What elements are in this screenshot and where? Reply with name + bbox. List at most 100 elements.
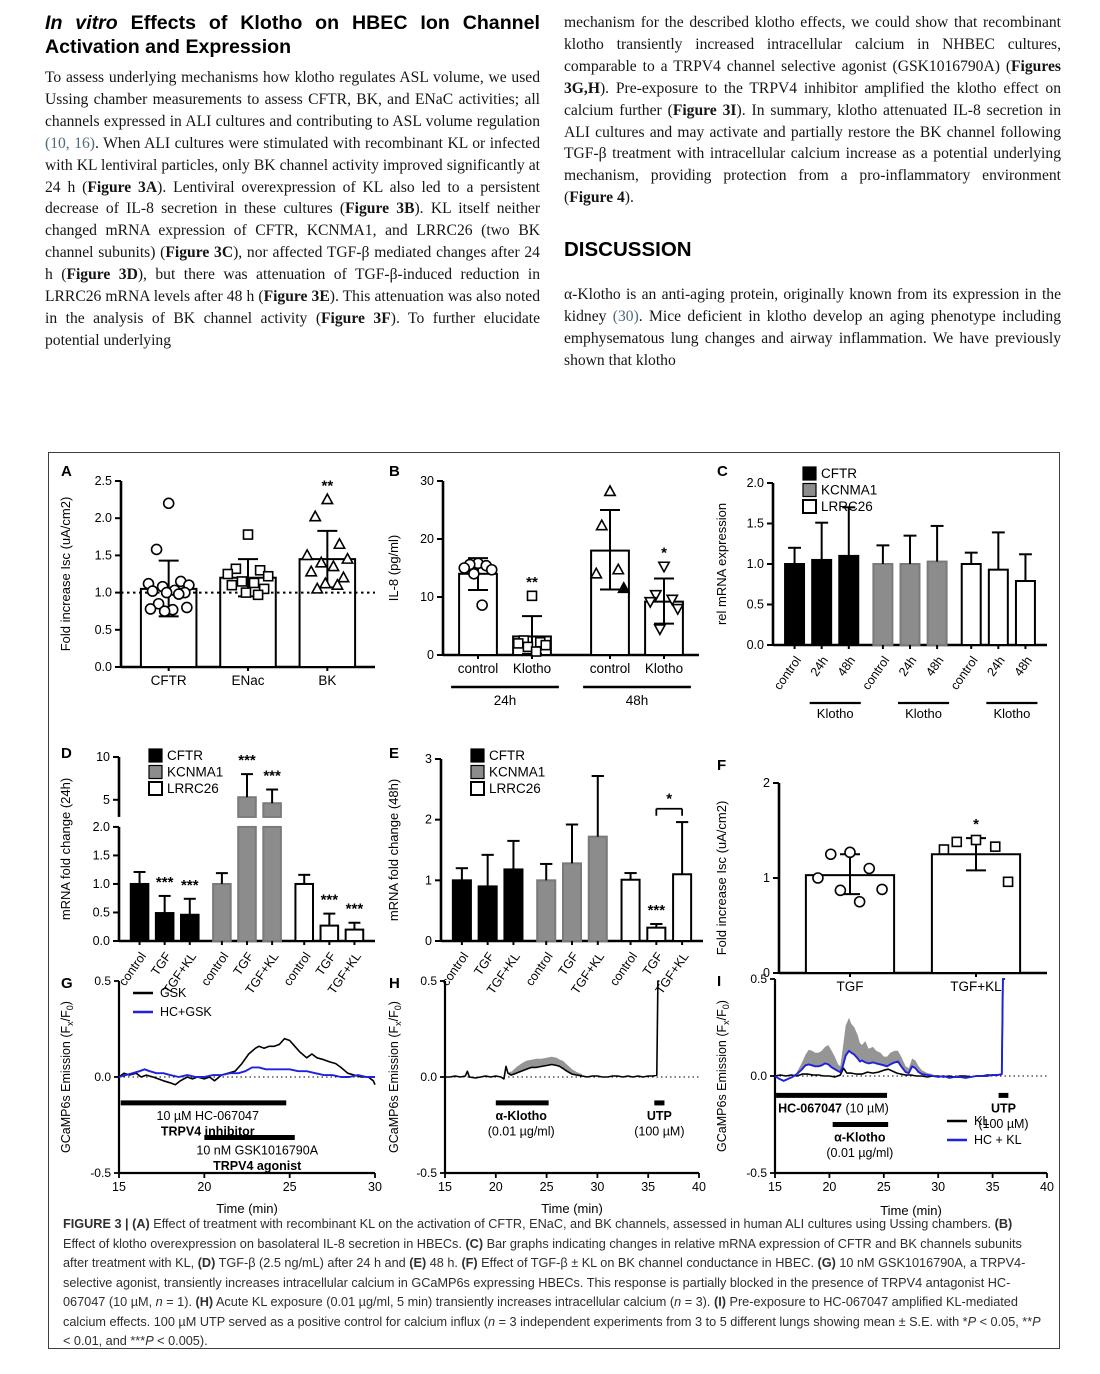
svg-text:1.5: 1.5	[747, 517, 764, 531]
panel-f-chart: 0 1 2 Fold increase Isc (uA/cm2) TGF * TGF+KL F	[714, 757, 1047, 994]
svg-text:20: 20	[197, 1180, 211, 1194]
svg-text:α-Klotho: α-Klotho	[495, 1109, 547, 1123]
svg-text:**: **	[526, 574, 538, 591]
svg-text:0.0: 0.0	[95, 660, 112, 674]
svg-text:(100 µM): (100 µM)	[634, 1124, 684, 1138]
svg-text:2: 2	[763, 776, 770, 790]
svg-text:2.0: 2.0	[93, 820, 110, 834]
right-paragraph-1: mechanism for the described klotho effec…	[564, 14, 1062, 207]
figure-panel-i: -0.5 0.0 0.5 15 20 25 30 35 40 Time (min) GCaMP6s …	[713, 971, 1059, 1226]
svg-text:Time (min): Time (min)	[880, 1203, 942, 1218]
svg-text:25: 25	[283, 1180, 297, 1194]
svg-text:BK: BK	[318, 673, 336, 688]
svg-text:E: E	[389, 745, 399, 762]
figure-panel-f: 0 1 2 Fold increase Isc (uA/cm2) TGF * TGF+KL F	[713, 753, 1059, 1024]
svg-text:0.5: 0.5	[747, 598, 764, 612]
svg-text:35: 35	[641, 1180, 655, 1194]
right-column: mechanism for the described klotho effec…	[564, 12, 1061, 372]
svg-text:24h: 24h	[984, 654, 1007, 679]
svg-text:Time (min): Time (min)	[541, 1201, 603, 1216]
svg-text:20: 20	[420, 532, 434, 546]
svg-text:-0.5: -0.5	[746, 1166, 767, 1180]
svg-text:-0.5: -0.5	[90, 1166, 111, 1180]
svg-text:C: C	[717, 463, 728, 480]
svg-text:0.5: 0.5	[93, 905, 110, 919]
svg-text:*: *	[973, 816, 979, 833]
svg-text:**: **	[321, 478, 333, 495]
svg-text:0.0: 0.0	[94, 1070, 111, 1084]
svg-text:Klotho: Klotho	[513, 661, 551, 676]
svg-text:Klotho: Klotho	[817, 706, 854, 721]
svg-text:3: 3	[425, 752, 432, 766]
svg-text:GCaMP6s Emission (Fx/F0): GCaMP6s Emission (Fx/F0)	[715, 1000, 731, 1152]
svg-text:B: B	[389, 463, 400, 480]
svg-text:mRNA fold change (48h): mRNA fold change (48h)	[386, 779, 401, 921]
svg-text:TRPV4 agonist: TRPV4 agonist	[213, 1159, 302, 1173]
heading-rest: Effects of Klotho on HBEC Ion Channel Ac…	[45, 12, 540, 58]
svg-text:(100 µM): (100 µM)	[978, 1117, 1028, 1131]
svg-text:HC + KL: HC + KL	[974, 1133, 1022, 1147]
svg-text:40: 40	[692, 1180, 706, 1194]
svg-text:Fold increase Isc (uA/cm2): Fold increase Isc (uA/cm2)	[714, 801, 729, 956]
svg-text:control: control	[771, 654, 804, 693]
svg-text:CFTR: CFTR	[821, 466, 857, 481]
svg-text:24h: 24h	[896, 654, 919, 679]
svg-text:***: ***	[263, 768, 281, 785]
svg-text:LRRC26: LRRC26	[821, 499, 873, 514]
svg-text:10: 10	[96, 750, 110, 764]
svg-text:30: 30	[368, 1180, 382, 1194]
svg-text:A: A	[61, 463, 72, 480]
svg-text:UTP: UTP	[647, 1109, 672, 1123]
svg-text:1: 1	[763, 871, 770, 885]
svg-text:Time (min): Time (min)	[216, 1201, 278, 1216]
panel-c-chart: 0.0 0.5 1.0 1.5 2.0 rel mRNA expression contro…	[714, 463, 1047, 721]
svg-text:TGF: TGF	[837, 979, 864, 994]
svg-text:0.5: 0.5	[95, 623, 112, 637]
svg-text:35: 35	[986, 1180, 1000, 1194]
svg-text:Klotho: Klotho	[905, 706, 942, 721]
svg-text:0.0: 0.0	[93, 934, 110, 948]
svg-text:CFTR: CFTR	[151, 673, 187, 688]
svg-text:-0.5: -0.5	[416, 1166, 437, 1180]
svg-text:GCaMP6s Emission (Fx/F0): GCaMP6s Emission (Fx/F0)	[387, 1001, 403, 1153]
svg-text:1.0: 1.0	[93, 877, 110, 891]
svg-text:***: ***	[181, 877, 199, 894]
svg-text:Klotho: Klotho	[645, 661, 683, 676]
svg-text:0.5: 0.5	[420, 974, 437, 988]
svg-text:(0.01 µg/ml): (0.01 µg/ml)	[488, 1124, 555, 1138]
svg-text:15: 15	[112, 1180, 126, 1194]
figure-caption: FIGURE 3 | (A) Effect of treatment with …	[63, 1217, 1041, 1349]
svg-text:***: ***	[346, 901, 364, 918]
svg-text:1.5: 1.5	[93, 848, 110, 862]
panel-b-chart: 0 10 20 30 IL-8 (pg/ml) control ** Klotho contro…	[386, 463, 699, 708]
svg-text:F: F	[717, 757, 726, 774]
svg-text:*: *	[661, 544, 667, 561]
svg-text:1: 1	[425, 873, 432, 887]
left-paragraph: To assess underlying mechanisms how klot…	[45, 69, 541, 349]
figure-panel-c: 0.0 0.5 1.0 1.5 2.0 rel mRNA expression contro…	[713, 459, 1059, 764]
svg-text:30: 30	[420, 474, 434, 488]
svg-text:0.0: 0.0	[420, 1070, 437, 1084]
svg-text:control: control	[948, 654, 981, 693]
svg-text:D: D	[61, 745, 72, 762]
svg-text:rel mRNA expression: rel mRNA expression	[714, 503, 729, 625]
svg-text:48h: 48h	[626, 693, 649, 708]
svg-text:control: control	[859, 654, 892, 693]
svg-text:***: ***	[321, 892, 339, 909]
svg-text:40: 40	[1040, 1180, 1054, 1194]
svg-text:24h: 24h	[494, 693, 517, 708]
svg-text:48h: 48h	[1011, 654, 1034, 679]
svg-text:0.5: 0.5	[750, 972, 767, 986]
svg-text:2.0: 2.0	[747, 476, 764, 490]
svg-text:***: ***	[648, 902, 666, 919]
svg-text:20: 20	[489, 1180, 503, 1194]
figure-panel-b: 0 10 20 30 IL-8 (pg/ml) control ** Klotho contro…	[385, 459, 711, 740]
svg-text:0: 0	[763, 966, 770, 980]
svg-text:TRPV4 inhibitor: TRPV4 inhibitor	[161, 1124, 255, 1138]
svg-text:I: I	[717, 973, 721, 990]
svg-text:KCNMA1: KCNMA1	[821, 483, 877, 498]
heading-italic-part: In vitro	[45, 12, 118, 34]
svg-text:(0.01 µg/ml): (0.01 µg/ml)	[826, 1146, 893, 1160]
discussion-heading: DISCUSSION	[564, 238, 692, 262]
